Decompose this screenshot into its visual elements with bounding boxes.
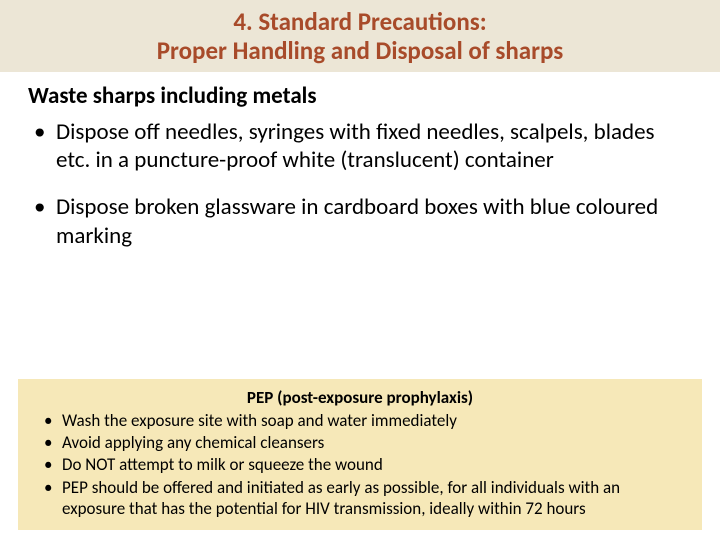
pep-title: PEP (post-exposure prophylaxis) xyxy=(40,387,680,408)
title-line-1: 4. Standard Precautions: xyxy=(20,8,700,37)
pep-bullet-item: Avoid applying any chemical cleansers xyxy=(40,432,680,453)
subheading: Waste sharps including metals xyxy=(28,82,692,110)
main-bullet-list: Dispose off needles, syringes with fixed… xyxy=(28,118,692,251)
title-line-2: Proper Handling and Disposal of sharps xyxy=(20,37,700,66)
pep-bullet-item: PEP should be offered and initiated as e… xyxy=(40,477,680,520)
pep-box: PEP (post-exposure prophylaxis) Wash the… xyxy=(18,379,702,530)
pep-bullet-item: Do NOT attempt to milk or squeeze the wo… xyxy=(40,454,680,475)
title-bar: 4. Standard Precautions: Proper Handling… xyxy=(0,0,720,72)
pep-bullet-item: Wash the exposure site with soap and wat… xyxy=(40,410,680,431)
main-bullet-item: Dispose broken glassware in cardboard bo… xyxy=(28,193,692,251)
content-area: Waste sharps including metals Dispose of… xyxy=(0,72,720,251)
main-bullet-item: Dispose off needles, syringes with fixed… xyxy=(28,118,692,176)
pep-bullet-list: Wash the exposure site with soap and wat… xyxy=(40,410,680,519)
